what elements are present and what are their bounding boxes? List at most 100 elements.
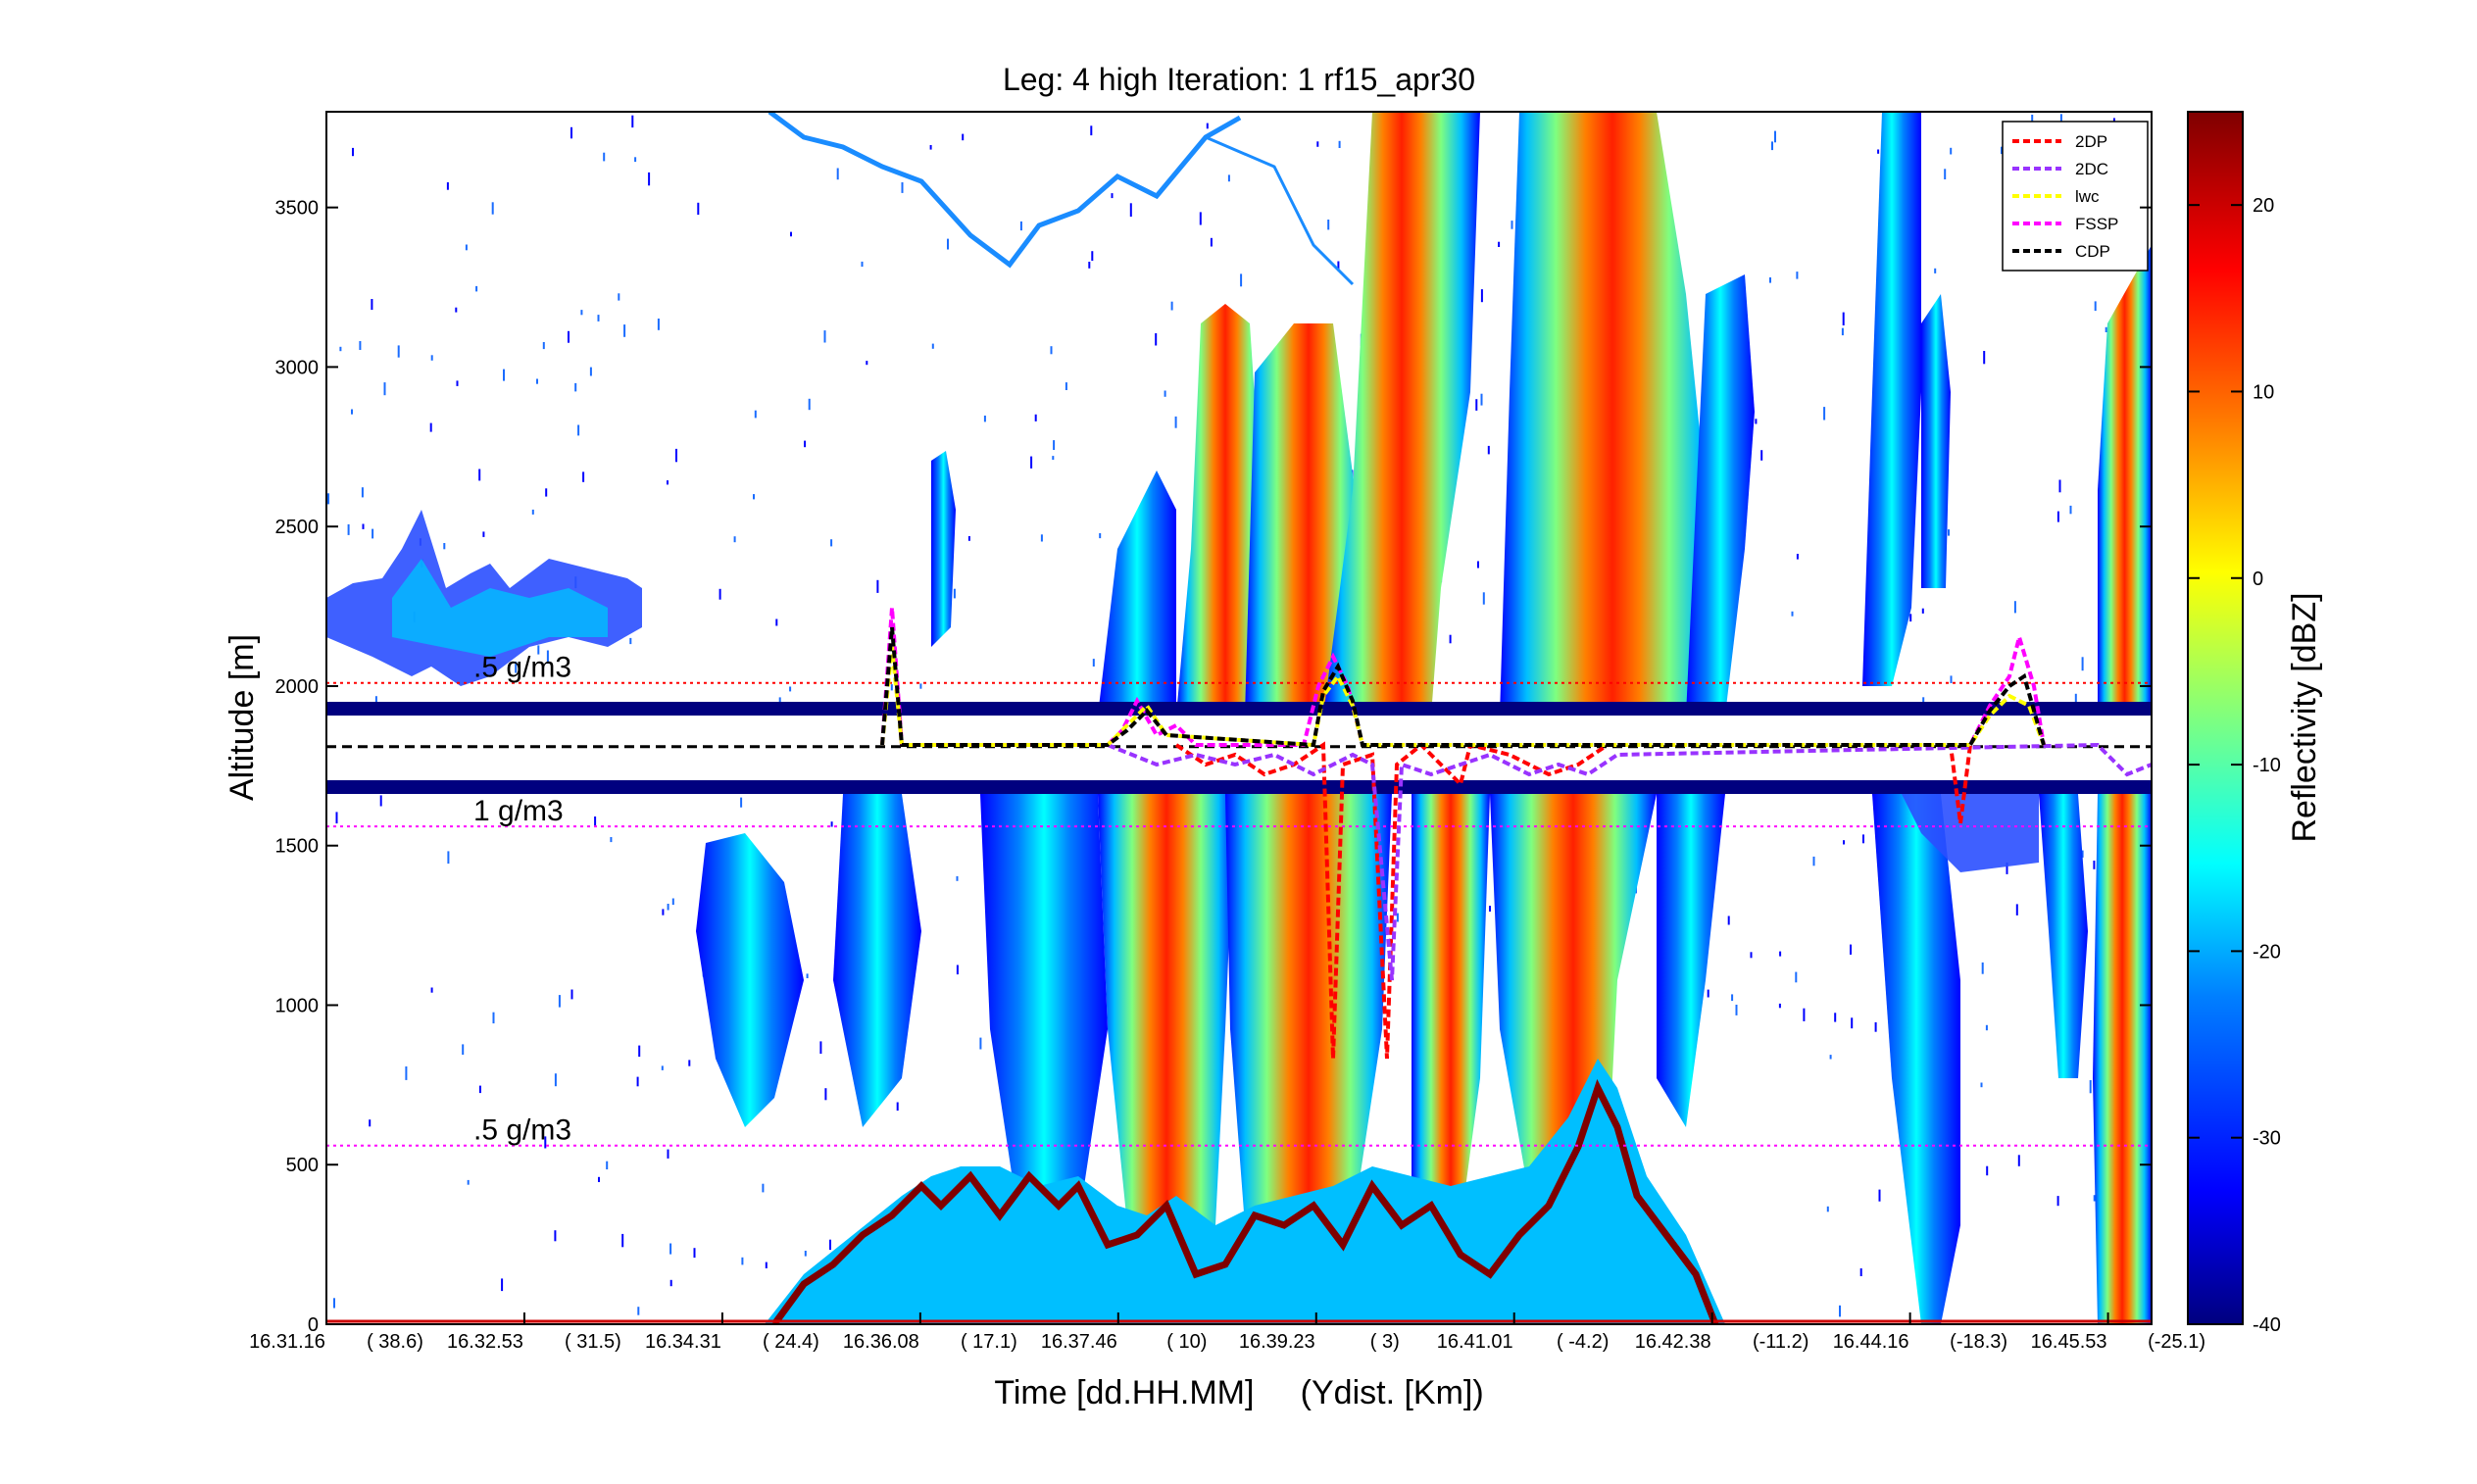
x-tick-ydist: (-25.1): [2148, 1331, 2205, 1353]
noise-speckle: [554, 1073, 557, 1087]
cell-h-upper: [1921, 294, 1951, 588]
noise-speckle: [830, 539, 833, 547]
noise-speckle: [1862, 834, 1864, 844]
x-axis-label: Time [dd.HH.MM] (Ydist. [Km]): [994, 1374, 1483, 1411]
noise-speckle: [1050, 346, 1053, 355]
noise-speckle: [1210, 237, 1213, 247]
x-tick-time: 16.31.16: [249, 1331, 325, 1353]
noise-speckle: [536, 378, 538, 384]
noise-speckle: [2069, 505, 2072, 515]
noise-speckle: [778, 697, 781, 703]
noise-speckle: [662, 909, 665, 915]
noise-speckle: [637, 1307, 640, 1315]
noise-speckle: [1337, 261, 1340, 272]
noise-speckle: [1985, 1024, 1988, 1031]
noise-speckle: [956, 875, 959, 881]
x-tick-time: 16.37.46: [1041, 1331, 1117, 1353]
noise-speckle: [383, 382, 386, 396]
noise-speckle: [661, 1065, 664, 1070]
noise-speckle: [1475, 399, 1478, 411]
legend-label: lwc: [2075, 187, 2100, 206]
noise-speckle: [1707, 989, 1709, 998]
chart-title: Leg: 4 high Iteration: 1 rf15_apr30: [1003, 62, 1475, 97]
noise-speckle: [1727, 915, 1730, 925]
legend: 2DP 2DC lwc FSSP CDP: [2002, 121, 2149, 272]
noise-speckle: [430, 355, 433, 361]
cell-a-lower: [1098, 794, 1235, 1225]
noise-speckle: [1834, 1013, 1837, 1022]
noise-speckle: [956, 965, 959, 975]
cell-m-lower: [1902, 794, 2039, 872]
noise-speckle: [1170, 301, 1173, 311]
noise-speckle: [1477, 561, 1479, 569]
noise-speckle: [1921, 608, 1924, 614]
cell-f-lower: [1657, 794, 1725, 1127]
noise-speckle: [669, 1279, 672, 1287]
noise-speckle: [901, 182, 904, 193]
noise-speckle: [359, 341, 362, 350]
noise-speckle: [347, 523, 350, 535]
legend-label: 2DC: [2075, 160, 2108, 178]
noise-speckle: [397, 345, 400, 358]
y-axis-label: Altitude [m]: [223, 634, 261, 801]
noise-speckle: [1760, 450, 1763, 461]
noise-speckle: [405, 1066, 408, 1080]
noise-speckle: [861, 261, 864, 268]
noise-speckle: [1986, 1165, 1989, 1176]
noise-speckle: [1030, 456, 1033, 469]
surface-echo: [765, 1059, 1725, 1324]
noise-speckle: [1980, 1082, 1983, 1088]
colorbar-ticks: 20 10 0 -10 -20 -30 -40: [2188, 195, 2281, 1336]
noise-speckle: [546, 650, 549, 665]
noise-speckle: [1731, 994, 1734, 1002]
noise-speckle: [1327, 220, 1330, 230]
noise-speckle: [762, 1183, 765, 1193]
y-tick-label: 0: [308, 1314, 319, 1336]
noise-speckle: [1981, 962, 1984, 974]
noise-speckle: [1843, 840, 1845, 845]
noise-speckle: [634, 157, 637, 163]
noise-speckle: [1803, 1008, 1806, 1021]
noise-speckle: [1480, 393, 1483, 406]
noise-speckle: [657, 319, 660, 330]
noise-speckle: [621, 1233, 624, 1248]
noise-speckle: [1829, 1055, 1832, 1060]
noise-speckle: [618, 293, 620, 301]
cell-i-lower: [1872, 794, 1960, 1324]
noise-speckle: [475, 285, 478, 292]
noise-speckle: [688, 1060, 691, 1066]
y-tick-label: 1500: [275, 836, 320, 858]
noise-speckle: [589, 367, 592, 376]
noise-speckle: [1019, 221, 1022, 231]
noise-speckle: [1090, 125, 1093, 136]
noise-speckle: [1812, 856, 1815, 866]
noise-speckle: [1877, 149, 1880, 154]
noise-speckle: [890, 684, 893, 691]
noise-speckle: [876, 579, 879, 593]
noise-speckle: [362, 523, 365, 529]
noise-speckle: [1498, 241, 1501, 247]
noise-speckle: [491, 202, 494, 215]
plot-frame: [325, 111, 2153, 1325]
noise-speckle: [361, 487, 364, 498]
noise-speckle: [2105, 326, 2107, 332]
noise-speckle: [1796, 272, 1799, 279]
noise-speckle: [335, 812, 338, 824]
cell-i-upper: [2098, 245, 2152, 716]
noise-speckle: [2015, 904, 2018, 915]
colorbar-tick-label: -30: [2253, 1128, 2281, 1150]
x-tick-time: 16.45.53: [2031, 1331, 2107, 1353]
colorbar-tick-label: -40: [2253, 1314, 2281, 1336]
colorbar-label: Reflectivity [dBZ]: [2286, 592, 2323, 842]
noise-speckle: [379, 795, 382, 807]
noise-speckle: [594, 816, 597, 826]
noise-speckle: [1040, 534, 1043, 542]
x-tick-ydist: ( 10): [1166, 1331, 1207, 1353]
noise-speckle: [693, 1248, 696, 1259]
noise-speckle: [1092, 659, 1095, 667]
noise-speckle: [429, 422, 432, 432]
noise-speckle: [537, 645, 540, 655]
noise-speckle: [979, 1037, 982, 1050]
lower-band: [326, 780, 2152, 794]
noise-speckle: [503, 369, 505, 381]
